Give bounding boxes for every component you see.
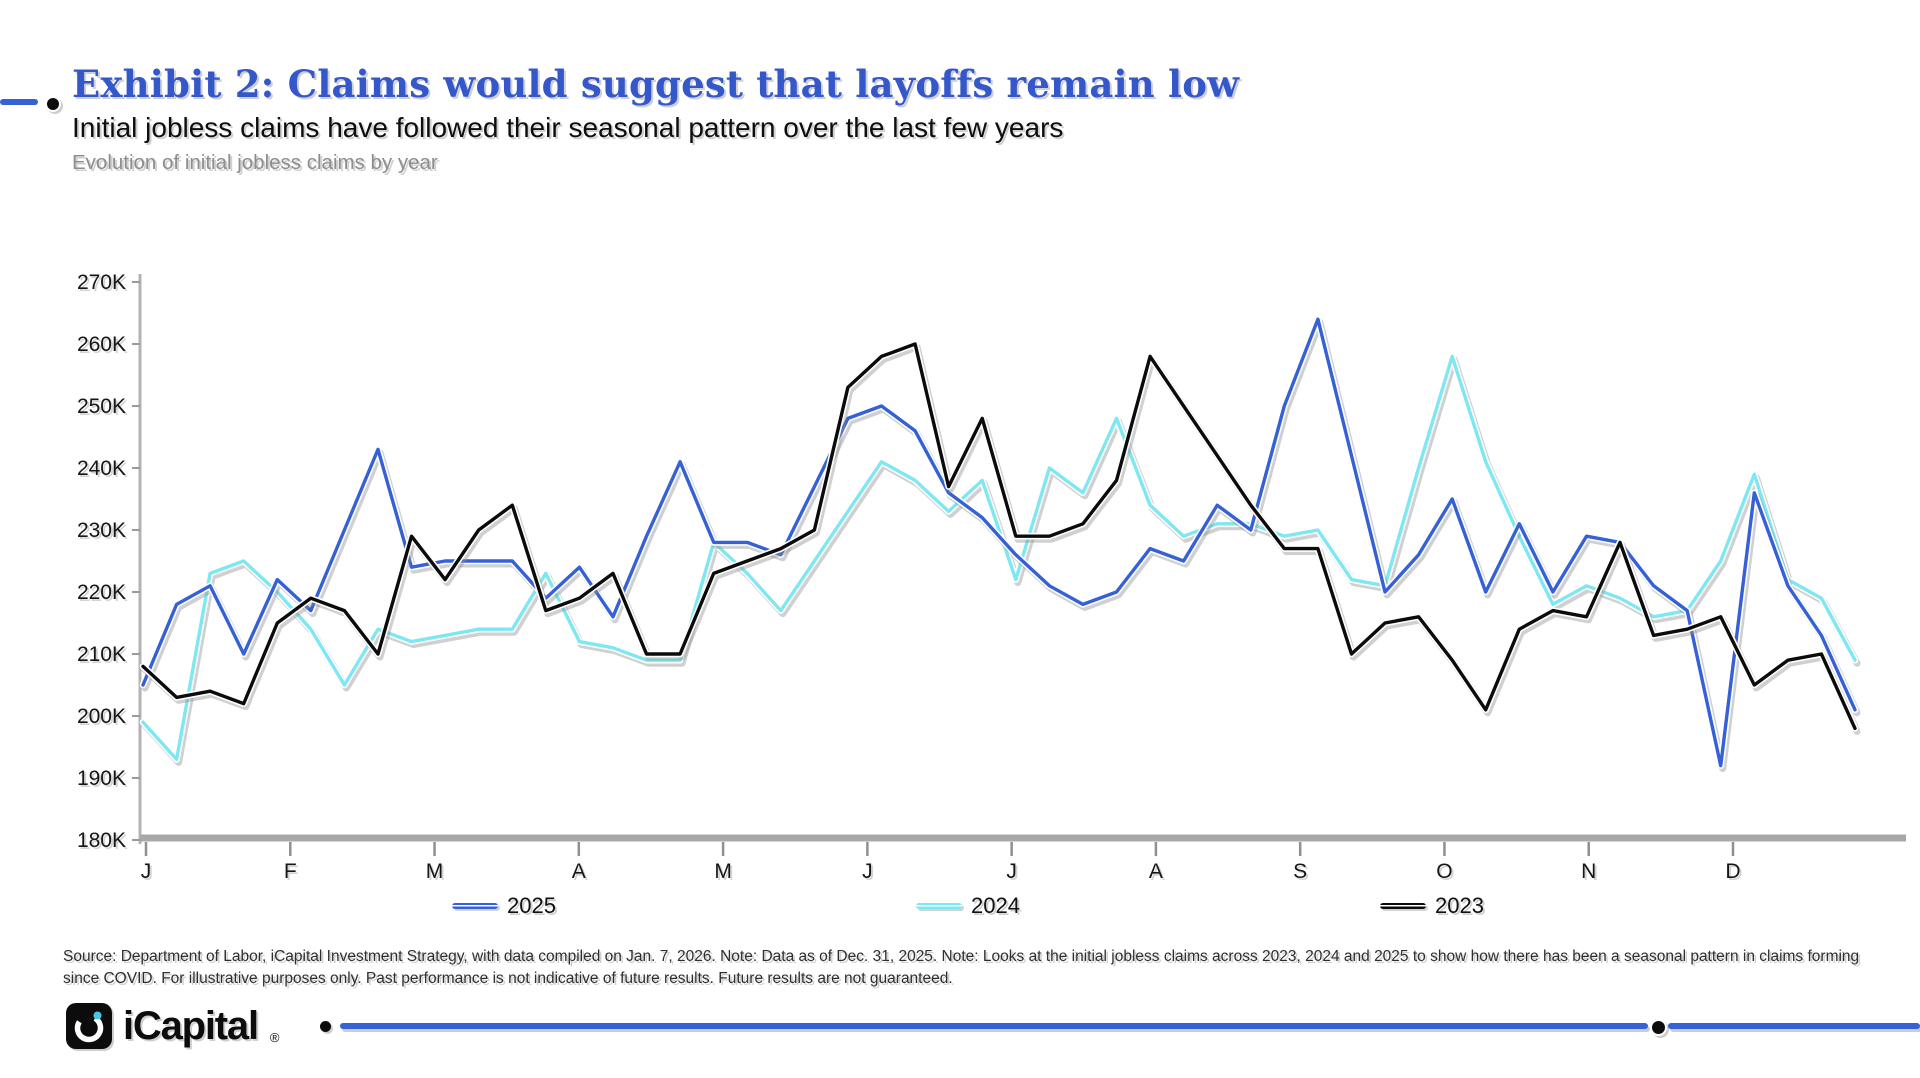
footer-accent-line-left (340, 1023, 1648, 1029)
header-accent-line (0, 99, 38, 105)
source-note-line1: Source: Department of Labor, iCapital In… (63, 948, 1860, 965)
x-axis-label: A (572, 860, 586, 883)
y-axis-label: 210K (77, 643, 126, 666)
series-outline-2024 (139, 353, 1859, 763)
footer-accent-dot-right (1650, 1019, 1667, 1036)
series-line-2025 (141, 317, 1857, 768)
icapital-logo: iCapital ® (66, 1003, 279, 1049)
x-axis-label: S (1293, 860, 1307, 883)
legend-item-2024: 2024 (916, 893, 1020, 918)
y-axis-label: 270K (77, 271, 126, 294)
legend-label-2024: 2024 (971, 893, 1020, 918)
x-axis-label: F (284, 860, 297, 883)
legend-swatch-2025 (452, 903, 498, 909)
icapital-logo-icon (66, 1003, 112, 1049)
source-note-line2: since COVID. For illustrative purposes o… (63, 970, 953, 987)
y-axis-label: 240K (77, 457, 126, 480)
y-axis-label: 260K (77, 333, 126, 356)
source-note: Source: Department of Labor, iCapital In… (63, 946, 1911, 990)
footer-accent-dot-left (320, 1021, 331, 1032)
x-axis-label: N (1581, 860, 1596, 883)
x-axis-label: M (714, 860, 732, 883)
icapital-logo-registered-mark: ® (269, 1030, 280, 1045)
icapital-logo-glyph (74, 1011, 104, 1043)
series-line-2024 (141, 354, 1857, 762)
legend-item-2023: 2023 (1380, 893, 1484, 918)
x-axis-label: J (862, 860, 873, 883)
page-subtitle: Initial jobless claims have followed the… (72, 112, 1064, 143)
x-axis-label: D (1725, 860, 1740, 883)
icapital-logo-text: iCapital (123, 1003, 259, 1048)
legend-label-2025: 2025 (507, 893, 556, 918)
y-axis-label: 230K (77, 519, 126, 542)
y-axis-label: 250K (77, 395, 126, 418)
x-axis-label: J (141, 860, 152, 883)
footer-accent-line-right (1668, 1023, 1920, 1029)
header-accent-dot (45, 96, 61, 112)
x-axis-label: A (1149, 860, 1163, 883)
legend-label-2023: 2023 (1435, 893, 1484, 918)
x-axis-label: J (1006, 860, 1017, 883)
page-title: Exhibit 2: Claims would suggest that lay… (72, 62, 1240, 106)
chart-description: Evolution of initial jobless claims by y… (72, 151, 438, 174)
legend-item-2025: 2025 (452, 893, 556, 918)
legend-swatch-2024 (916, 903, 962, 909)
x-axis-label: O (1436, 860, 1452, 883)
y-axis-label: 200K (77, 705, 126, 728)
y-axis-label: 220K (77, 581, 126, 604)
y-axis-label: 190K (77, 767, 126, 790)
x-axis-label: M (426, 860, 444, 883)
y-axis-label: 180K (77, 829, 126, 852)
series-line-2023 (141, 342, 1857, 731)
legend-swatch-2023 (1380, 903, 1426, 909)
